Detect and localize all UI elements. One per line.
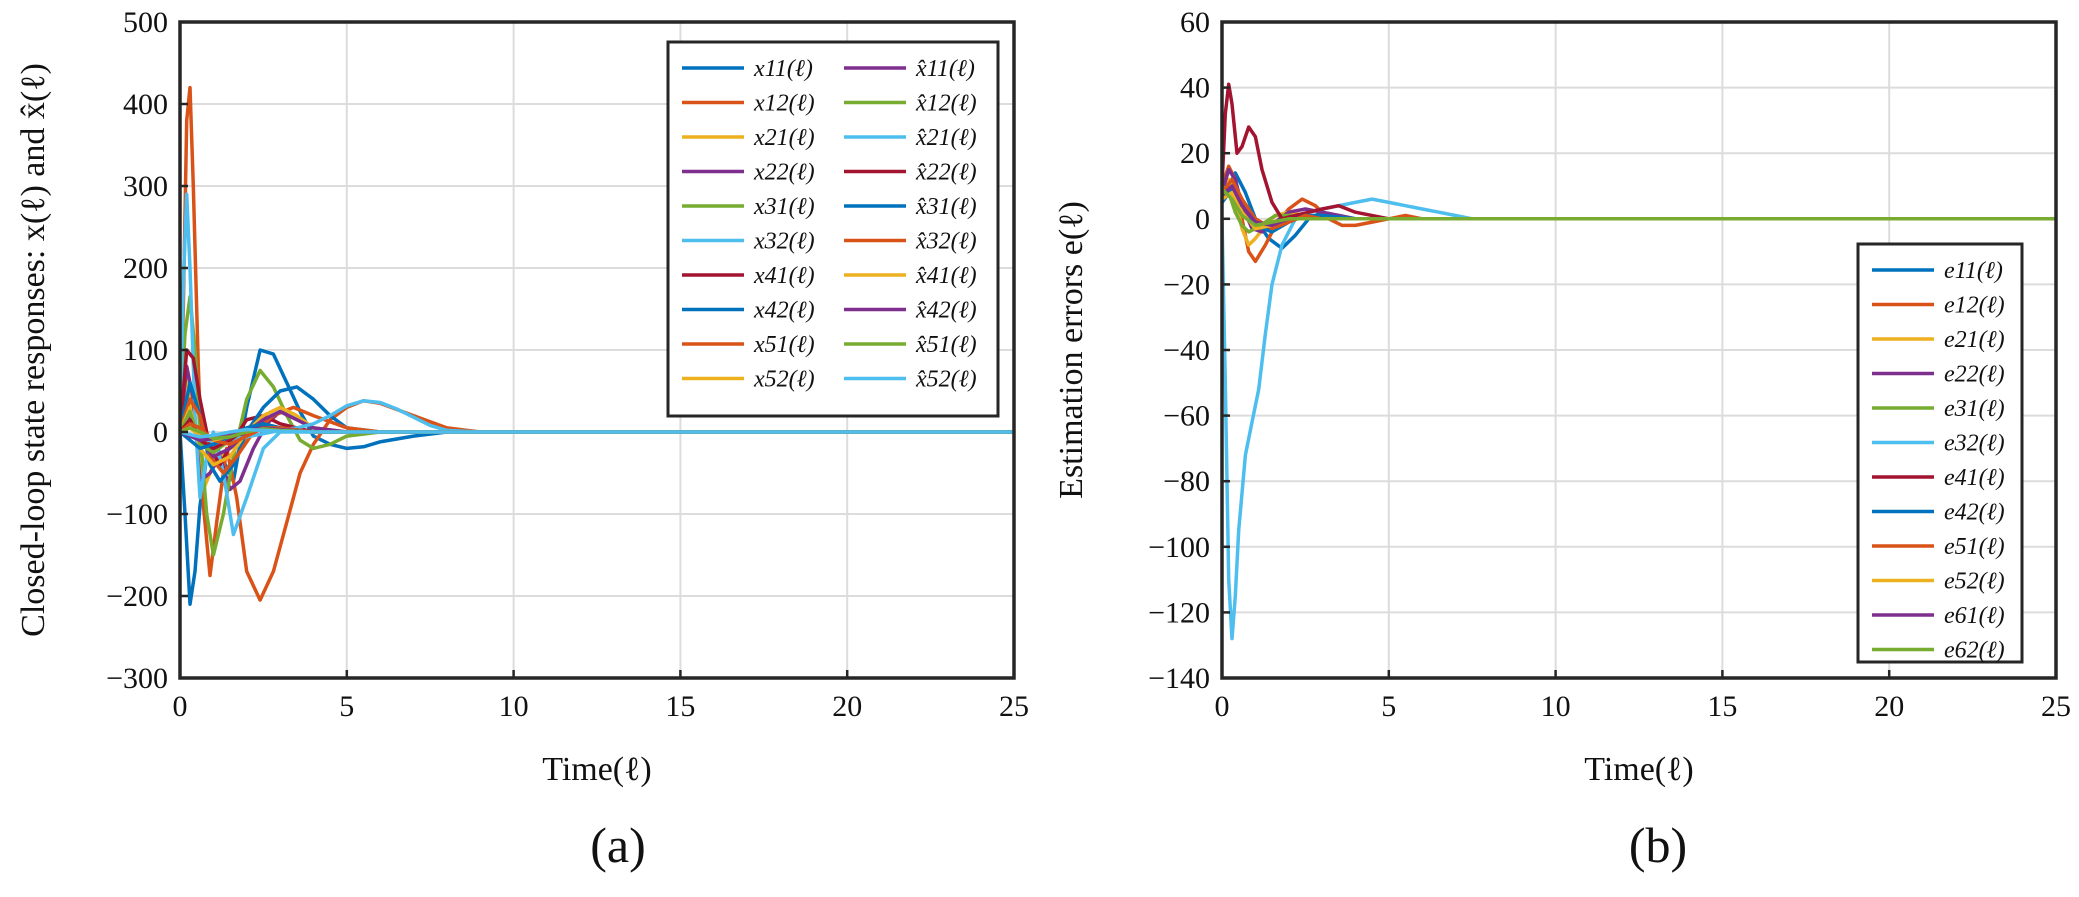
y-tick-label: 300 [123,170,168,203]
y-tick-label: 60 [1180,6,1210,39]
series-group [1222,82,2056,641]
y-axis-label: Closed-loop state responses: x(ℓ) and x̂… [15,63,52,637]
legend-box [666,40,1000,418]
x-tick-label: 0 [1215,690,1230,723]
x-tick-label: 25 [999,690,1029,723]
legend-label: x51(ℓ) [753,332,815,358]
legend-label: x21(ℓ) [753,125,815,151]
series-line-0 [180,348,1014,606]
legend-label: e42(ℓ) [1944,500,2005,526]
legend-label: e52(ℓ) [1944,569,2005,595]
legend-box [1856,242,2024,664]
legend-label: e21(ℓ) [1944,327,2005,353]
y-tick-label: 0 [153,416,168,449]
x-tick-label: 5 [1381,690,1396,723]
series-group [180,85,1014,606]
legend-label: e62(ℓ) [1944,638,2005,664]
legend-label: x̂42(ℓ) [915,298,977,324]
x-tick-label: 5 [339,690,354,723]
legend-label: e51(ℓ) [1944,534,2005,560]
series-line-6 [1222,82,2056,221]
y-tick-label: −200 [106,580,168,613]
x-tick-label: 25 [2041,690,2071,723]
series-line-2 [1222,177,2056,247]
legend-label: x̂41(ℓ) [915,263,977,289]
y-tick-label: 400 [123,88,168,121]
y-tick-label: 40 [1180,72,1210,105]
legend-label: x41(ℓ) [753,263,815,289]
x-tick-label: 15 [1707,690,1737,723]
y-tick-label: −300 [106,662,168,695]
y-tick-label: −140 [1148,662,1210,695]
panel-caption: (b) [1629,817,1687,873]
x-tick-label: 20 [1874,690,1904,723]
y-tick-label: −40 [1163,334,1210,367]
legend-label: e11(ℓ) [1944,258,2003,284]
x-tick-label: 15 [665,690,695,723]
legend-label: x̂22(ℓ) [915,160,977,186]
x-tick-label: 10 [499,690,529,723]
legend-label: x31(ℓ) [753,194,815,220]
legend-label: x22(ℓ) [753,160,815,186]
series-line-4 [180,294,1014,557]
y-axis-label: Estimation errors e(ℓ) [1053,201,1090,499]
series-line-11 [1222,187,2056,228]
legend-label: e32(ℓ) [1944,431,2005,457]
legend-label: e61(ℓ) [1944,603,2005,629]
legend-label: x̂31(ℓ) [915,194,977,220]
legend-label: x̂32(ℓ) [915,229,977,255]
panel-b-chart: 0 5 10 15 20 25 −140 −120 −100 −80 −60 −40 −20 0 20 40 6… [1053,6,2071,873]
legend: x11(ℓ) x12(ℓ) x21(ℓ) x22(ℓ) x31(ℓ) x32(ℓ) x41(… [666,40,1000,418]
legend-label: e12(ℓ) [1944,293,2005,319]
y-tick-label: 100 [123,334,168,367]
panel-a-chart: 0 5 10 15 20 25 −300 −200 −100 0 100 200 300 400 500 Ti… [15,6,1029,873]
x-axis-label: Time(ℓ) [1584,751,1694,788]
y-tick-label: −120 [1148,596,1210,629]
legend-label: x̂21(ℓ) [915,125,977,151]
y-tick-label: 20 [1180,137,1210,170]
y-tick-label: −60 [1163,400,1210,433]
legend-label: x52(ℓ) [753,367,815,393]
legend-label: x̂51(ℓ) [915,332,977,358]
legend-label: x11(ℓ) [753,56,813,82]
x-tick-label: 0 [173,690,188,723]
legend-label: e22(ℓ) [1944,362,2005,388]
legend-label: x̂52(ℓ) [915,367,977,393]
y-tick-label: −80 [1163,465,1210,498]
series-line-3 [1222,167,2056,234]
legend-label: x12(ℓ) [753,91,815,117]
legend-label: x42(ℓ) [753,298,815,324]
y-tick-label: 200 [123,252,168,285]
panel-caption: (a) [590,817,646,873]
legend-label: x̂11(ℓ) [915,56,975,82]
legend-label: x32(ℓ) [753,229,815,255]
y-tick-label: −100 [106,498,168,531]
x-axis-label: Time(ℓ) [542,751,652,788]
legend-label: e31(ℓ) [1944,396,2005,422]
series-line-19 [180,427,1014,439]
y-tick-label: 0 [1195,203,1210,236]
y-tick-label: −100 [1148,531,1210,564]
x-tick-label: 10 [1541,690,1571,723]
legend-label: e41(ℓ) [1944,465,2005,491]
legend: e11(ℓ) e12(ℓ) e21(ℓ) e22(ℓ) e31(ℓ) e32(ℓ) e41(… [1856,242,2024,664]
x-tick-label: 20 [832,690,862,723]
y-tick-label: 500 [123,6,168,39]
legend-label: x̂12(ℓ) [915,91,977,117]
y-tick-label: −20 [1163,268,1210,301]
series-line-17 [180,426,1014,442]
